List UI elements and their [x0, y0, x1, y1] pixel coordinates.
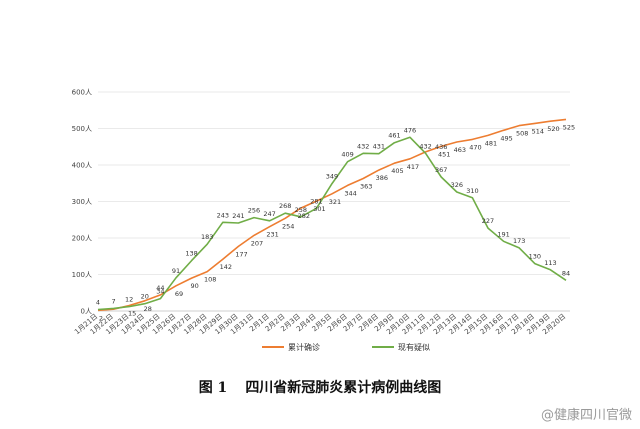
figure-title: 四川省新冠肺炎累计病例曲线图: [245, 380, 442, 396]
data-label: 310: [466, 187, 478, 195]
data-label: 432: [357, 142, 369, 150]
y-tick-label: 100人: [72, 271, 92, 279]
gridlines: [98, 91, 570, 312]
data-label: 243: [217, 211, 229, 219]
data-label: 138: [185, 250, 197, 258]
data-label: 508: [516, 130, 528, 138]
x-axis: 1月21日1月22日1月23日1月24日1月25日1月26日1月27日1月28日…: [73, 312, 567, 336]
data-label: 514: [532, 127, 544, 135]
data-label: 281: [310, 197, 322, 205]
data-label: 256: [248, 207, 260, 215]
data-label: 363: [360, 183, 372, 191]
series-lines: [97, 118, 567, 312]
data-label: 405: [391, 167, 403, 175]
y-tick-label: 300人: [72, 198, 92, 206]
weibo-watermark: @健康四川官微: [540, 408, 632, 423]
data-label: 254: [282, 222, 294, 230]
data-label: 69: [175, 290, 183, 298]
data-label: 130: [529, 253, 541, 261]
data-label: 349: [326, 173, 338, 181]
data-label: 12: [125, 296, 133, 304]
data-label: 247: [263, 210, 275, 218]
data-label: 431: [373, 143, 385, 151]
data-label: 481: [485, 139, 497, 147]
data-label: 432: [419, 142, 431, 150]
data-label: 108: [204, 276, 216, 284]
data-label: 113: [544, 259, 556, 267]
data-label: 207: [251, 239, 263, 247]
data-label: 463: [454, 146, 466, 154]
data-label: 183: [201, 233, 213, 241]
series-line-1: [97, 136, 567, 311]
data-label: 2: [99, 314, 103, 322]
data-label: 326: [451, 181, 463, 189]
y-tick-label: 0人: [81, 308, 92, 316]
data-label: 84: [562, 269, 570, 277]
data-label: 20: [141, 293, 149, 301]
figure-number: 图 1: [198, 380, 228, 396]
data-label: 142: [220, 263, 232, 271]
data-label: 268: [279, 202, 291, 210]
legend: 累计确诊 现有疑似: [262, 342, 430, 352]
data-label: 15: [128, 310, 136, 318]
data-label: 436: [435, 143, 447, 151]
figure-caption: 图 1 四川省新冠肺炎累计病例曲线图: [0, 377, 640, 397]
data-label: 231: [266, 231, 278, 239]
data-label: 470: [469, 143, 481, 151]
data-label: 520: [547, 125, 559, 133]
data-label: 476: [404, 126, 416, 134]
data-label: 191: [497, 230, 509, 238]
data-label: 344: [344, 189, 356, 197]
data-label: 417: [407, 163, 419, 171]
data-label: 173: [513, 237, 525, 245]
y-tick-label: 500人: [72, 125, 92, 133]
data-label: 301: [313, 205, 325, 213]
legend-label: 累计确诊: [288, 342, 320, 352]
data-label: 91: [172, 267, 180, 275]
data-label: 282: [298, 212, 310, 220]
line-chart: 0人 100人 200人 300人 400人 500人 600人 1月21日1月22日1月2…: [72, 89, 576, 353]
data-label: 386: [376, 174, 388, 182]
data-label: 7: [112, 297, 116, 305]
data-label: 90: [190, 282, 198, 290]
y-tick-label: 200人: [72, 235, 92, 243]
y-tick-label: 600人: [72, 89, 92, 97]
data-label: 409: [341, 151, 353, 159]
data-label: 367: [435, 166, 447, 174]
data-label: 258: [295, 206, 307, 214]
data-label: 461: [388, 132, 400, 140]
data-label: 227: [482, 217, 494, 225]
y-axis: 0人 100人 200人 300人 400人 500人 600人: [72, 89, 92, 316]
data-label: 44: [156, 284, 164, 292]
data-label: 28: [144, 305, 152, 313]
data-label: 321: [329, 198, 341, 206]
data-label: 4: [96, 299, 100, 307]
data-label: 525: [563, 123, 575, 131]
data-labels: 2152869901081421772072312542823013213443…: [96, 123, 575, 322]
legend-label: 现有疑似: [398, 342, 430, 352]
y-tick-label: 400人: [72, 162, 92, 170]
data-label: 177: [235, 250, 247, 258]
data-label: 451: [438, 150, 450, 158]
data-label: 241: [232, 212, 244, 220]
series-line-0: [97, 118, 567, 312]
data-label: 495: [500, 134, 512, 142]
data-label: 34: [156, 288, 164, 296]
